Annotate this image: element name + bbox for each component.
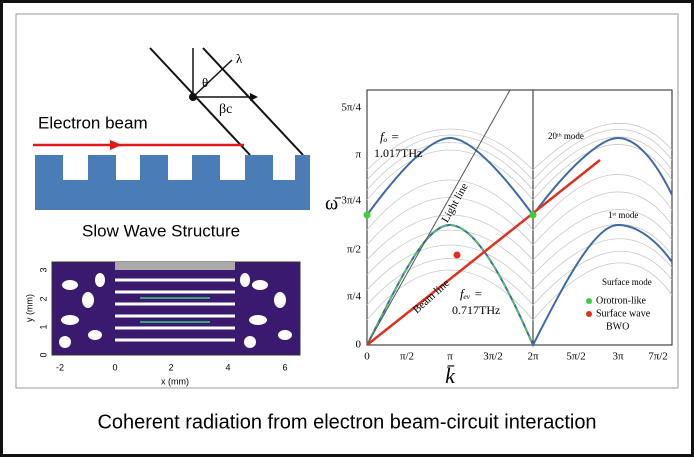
annotation: 1.017THz xyxy=(374,146,422,160)
y-axis-label: ω̄ xyxy=(325,193,342,215)
y-tick-label: 1 xyxy=(38,324,48,329)
y-tick-label: 3π/4 xyxy=(341,195,361,207)
y-axis-label: y (mm) xyxy=(24,294,34,322)
structure-label: Slow Wave Structure xyxy=(82,221,240,240)
y-tick-label: π/4 xyxy=(347,291,362,303)
legend-entry: BWO xyxy=(606,321,629,332)
legend-entry: Orotron-like xyxy=(596,295,647,306)
x-tick-label: 3π xyxy=(612,351,624,363)
annotation: 1ˢᵗ mode xyxy=(608,210,638,220)
x-axis-label: k̄ xyxy=(445,363,456,388)
x-tick-label: 0 xyxy=(364,351,370,363)
angle-label: θ xyxy=(202,75,208,90)
x-tick-label: 4 xyxy=(225,362,230,372)
y-tick-label: 5π/4 xyxy=(341,102,361,114)
x-tick-label: 0 xyxy=(112,362,117,372)
x-tick-label: 2 xyxy=(168,362,173,372)
x-tick-label: -2 xyxy=(56,362,64,372)
x-tick-label: 5π/2 xyxy=(566,351,586,363)
schematic: λ θ βc Electron beam Slow Wave Structure xyxy=(33,47,310,240)
y-tick-label: π/2 xyxy=(347,244,361,256)
dispersion-diagram: 0 π/4 π/2 3π/4 π 5π/4 0 π/2 π 3π/2 2π 5π… xyxy=(325,89,673,388)
x-tick-label: 7π/2 xyxy=(648,351,668,363)
y-tick-label: π xyxy=(355,149,361,161)
y-tick-label: 0 xyxy=(38,352,48,357)
x-axis-label: x (mm) xyxy=(161,376,189,386)
wavelength-label: λ xyxy=(236,51,243,66)
annotation: Surface mode xyxy=(602,277,652,287)
annotation: fₒ = xyxy=(380,129,399,144)
x-tick-label: π/2 xyxy=(400,351,414,363)
legend-entry: Surface wave xyxy=(596,308,651,319)
annotation: fₑᵥ = xyxy=(460,286,483,301)
annotation: 20ᵗʰ mode xyxy=(548,131,584,141)
x-tick-label: π xyxy=(447,351,453,363)
x-tick-label: 2π xyxy=(527,351,539,363)
x-tick-label: 3π/2 xyxy=(483,351,503,363)
caption: Coherent radiation from electron beam-ci… xyxy=(97,411,596,433)
y-tick-label: 0 xyxy=(356,339,362,351)
velocity-label: βc xyxy=(219,102,232,117)
beam-label: Electron beam xyxy=(38,113,148,132)
x-tick-label: 6 xyxy=(282,362,287,372)
y-tick-label: 3 xyxy=(38,267,48,272)
annotation: 0.717THz xyxy=(452,303,500,317)
field-plot: -2 0 2 4 6 x (mm) 0 1 2 3 y (mm) xyxy=(24,261,301,386)
y-tick-label: 2 xyxy=(38,296,48,301)
